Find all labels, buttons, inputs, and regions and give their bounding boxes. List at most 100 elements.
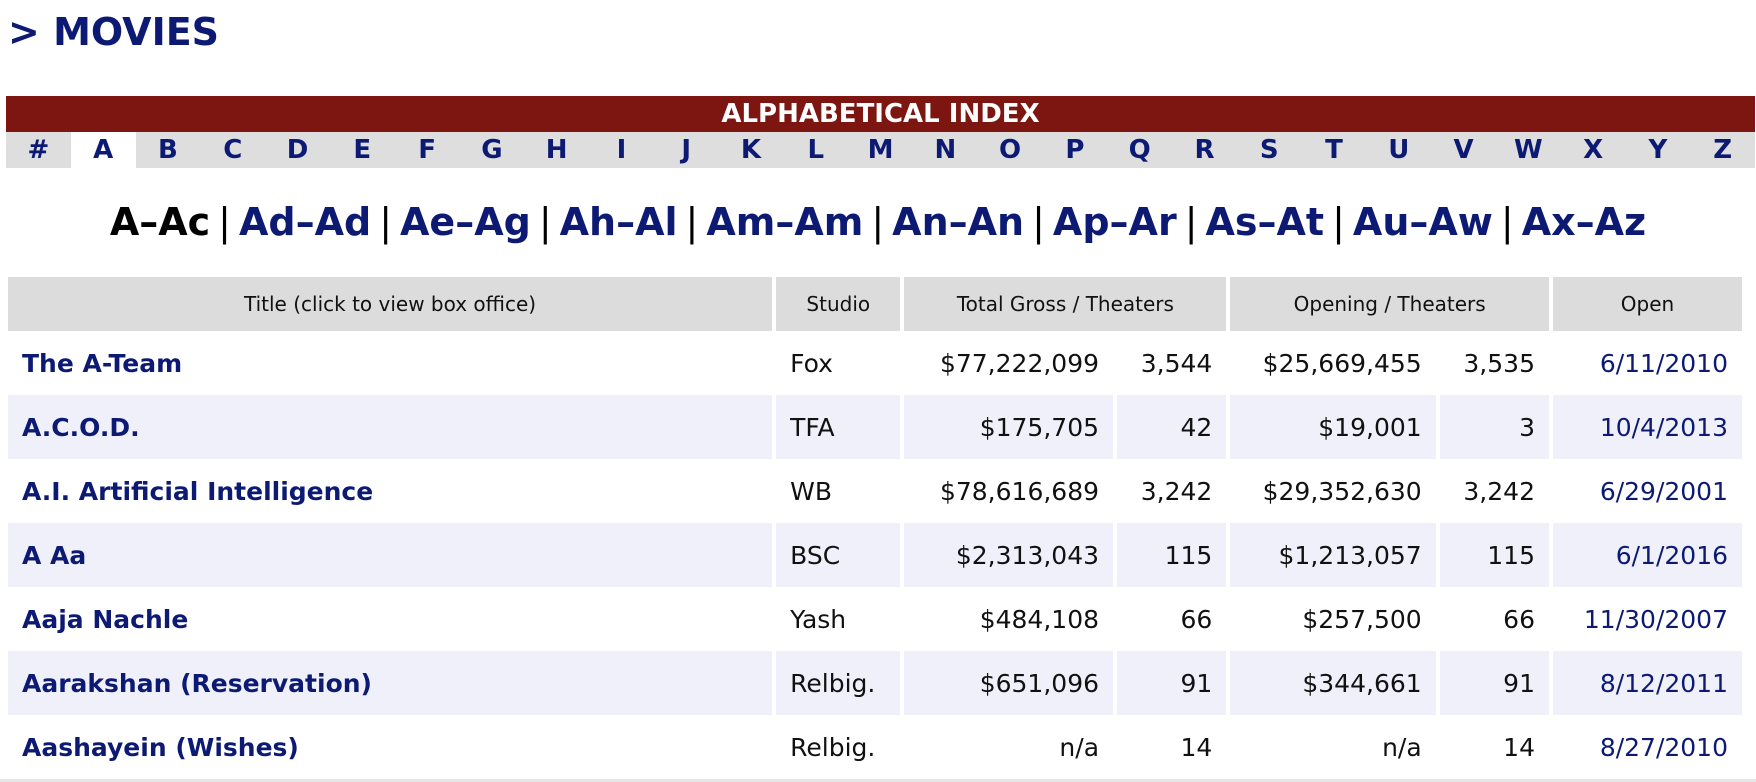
- subrange-link[interactable]: Au–Aw: [1352, 200, 1493, 244]
- subrange-link[interactable]: Ad–Ad: [238, 200, 372, 244]
- subrange-link[interactable]: Ap–Ar: [1052, 200, 1177, 244]
- total-gross-cell: $78,616,689: [939, 476, 1100, 506]
- letter-tab-e[interactable]: E: [353, 135, 372, 165]
- subrange-separator: |: [218, 200, 231, 244]
- movie-title-link[interactable]: The A-Team: [22, 348, 183, 378]
- opening-theaters-cell: 115: [1439, 523, 1549, 587]
- total-theaters-cell: 3,544: [1140, 348, 1213, 378]
- letter-tab-f[interactable]: F: [418, 135, 436, 165]
- total-gross-cell: $651,096: [904, 651, 1114, 715]
- opening-gross-cell: $25,669,455: [1262, 348, 1422, 378]
- header-opening[interactable]: Opening / Theaters: [1230, 277, 1549, 331]
- total-gross-cell: $484,108: [979, 604, 1100, 634]
- table-row: A.I. Artificial Intelligence WB $78,616,68…: [8, 459, 1742, 523]
- open-date-link[interactable]: 11/30/2007: [1583, 604, 1728, 634]
- subrange-link: A–Ac: [109, 200, 211, 244]
- opening-gross-cell: n/a: [1382, 732, 1422, 762]
- open-date-link[interactable]: 10/4/2013: [1552, 395, 1742, 459]
- alphabetical-index: ALPHABETICAL INDEX # A B C D E F G H I J K L M N O P Q R S T…: [6, 96, 1755, 168]
- letter-tab-t[interactable]: T: [1325, 135, 1343, 165]
- table-row: A.C.O.D. TFA $175,705 42 $19,001 3 10/4/2013: [8, 395, 1742, 459]
- open-date-link[interactable]: 6/29/2001: [1599, 476, 1728, 506]
- subrange-link[interactable]: Ae–Ag: [400, 200, 531, 244]
- letter-tab-a[interactable]: A: [70, 132, 136, 168]
- open-date-link[interactable]: 8/12/2011: [1552, 651, 1742, 715]
- opening-gross-cell: $344,661: [1230, 651, 1436, 715]
- page-title: > MOVIES: [8, 10, 220, 54]
- opening-theaters-cell: 3,242: [1463, 476, 1535, 506]
- letter-tab-m[interactable]: M: [867, 135, 894, 165]
- open-date-link[interactable]: 8/27/2010: [1599, 732, 1728, 762]
- subrange-separator: |: [379, 200, 393, 244]
- total-gross-cell: $2,313,043: [904, 523, 1114, 587]
- letter-tab-x[interactable]: X: [1583, 135, 1604, 165]
- letter-tab-b[interactable]: B: [158, 135, 178, 165]
- movies-table: Title (click to view box office) Studio …: [4, 277, 1746, 779]
- letter-tab-s[interactable]: S: [1259, 135, 1279, 165]
- open-date-link[interactable]: 6/1/2016: [1552, 523, 1742, 587]
- table-row: Aashayein (Wishes) Relbig. n/a 14 n/a 14 8/27/…: [8, 715, 1742, 779]
- table-row: A Aa BSC $2,313,043 115 $1,213,057 115 6/1/201…: [8, 523, 1742, 587]
- letter-tab-c[interactable]: C: [223, 135, 243, 165]
- movie-title-link[interactable]: Aashayein (Wishes): [22, 732, 299, 762]
- total-theaters-cell: 14: [1180, 732, 1213, 762]
- subrange-link[interactable]: As–At: [1205, 200, 1325, 244]
- opening-gross-cell: $29,352,630: [1262, 476, 1422, 506]
- total-theaters-cell: 42: [1117, 395, 1227, 459]
- letter-tab-hash[interactable]: #: [27, 135, 50, 165]
- subrange-separator: |: [1184, 200, 1198, 244]
- letter-tab-r[interactable]: R: [1194, 135, 1215, 165]
- opening-theaters-cell: 3: [1439, 395, 1549, 459]
- letter-tab-l[interactable]: L: [807, 135, 825, 165]
- open-date-link[interactable]: 6/11/2010: [1599, 348, 1728, 378]
- studio-cell: Relbig.: [776, 651, 901, 715]
- letter-tab-v[interactable]: V: [1453, 135, 1474, 165]
- subrange-link[interactable]: Ah–Al: [559, 200, 678, 244]
- total-gross-cell: $175,705: [904, 395, 1114, 459]
- subrange-separator: |: [1500, 200, 1514, 244]
- letter-tab-y[interactable]: Y: [1648, 135, 1668, 165]
- subrange-link[interactable]: Ax–Az: [1521, 200, 1647, 244]
- letter-tab-g[interactable]: G: [481, 135, 503, 165]
- letter-tab-z[interactable]: Z: [1713, 135, 1733, 165]
- total-theaters-cell: 115: [1117, 523, 1227, 587]
- letter-tab-k[interactable]: K: [740, 135, 762, 165]
- header-studio[interactable]: Studio: [776, 277, 901, 331]
- studio-cell: BSC: [776, 523, 901, 587]
- letter-tab-u[interactable]: U: [1388, 135, 1410, 165]
- subrange-separator: |: [538, 200, 552, 244]
- letter-tab-n[interactable]: N: [934, 135, 957, 165]
- letter-tab-h[interactable]: H: [545, 135, 568, 165]
- total-theaters-cell: 3,242: [1140, 476, 1213, 506]
- total-gross-cell: $77,222,099: [939, 348, 1100, 378]
- header-total-gross[interactable]: Total Gross / Theaters: [904, 277, 1227, 331]
- movie-title-link[interactable]: A.C.O.D.: [8, 395, 773, 459]
- subrange-separator: |: [1032, 200, 1045, 244]
- letter-tab-p[interactable]: P: [1065, 135, 1085, 165]
- subrange-link[interactable]: Am–Am: [706, 200, 864, 244]
- table-row: The A-Team Fox $77,222,099 3,544 $25,669,455…: [8, 331, 1742, 395]
- movie-title-link[interactable]: Aaja Nachle: [22, 604, 189, 634]
- subrange-separator: |: [871, 200, 885, 244]
- total-theaters-cell: 66: [1180, 604, 1213, 634]
- table-row: Aarakshan (Reservation) Relbig. $651,096 91…: [8, 651, 1742, 715]
- subrange-link[interactable]: An–An: [892, 200, 1025, 244]
- bottom-divider: [0, 779, 1756, 782]
- movie-title-link[interactable]: A.I. Artificial Intelligence: [22, 476, 374, 506]
- subrange-nav: A–Ac | Ad–Ad | Ae–Ag | Ah–Al | Am–Am | An–An | Ap–Ar…: [0, 196, 1756, 248]
- studio-cell: Relbig.: [790, 732, 876, 762]
- opening-gross-cell: $19,001: [1230, 395, 1436, 459]
- header-open[interactable]: Open: [1552, 277, 1742, 331]
- letter-tab-w[interactable]: W: [1514, 135, 1543, 165]
- subrange-separator: |: [1332, 200, 1345, 244]
- letter-tab-i[interactable]: I: [616, 135, 627, 165]
- header-title[interactable]: Title (click to view box office): [8, 277, 773, 331]
- movie-title-link[interactable]: Aarakshan (Reservation): [8, 651, 773, 715]
- opening-gross-cell: $257,500: [1302, 604, 1422, 634]
- letter-tab-j[interactable]: J: [681, 135, 692, 165]
- movie-title-link[interactable]: A Aa: [8, 523, 773, 587]
- letter-tab-d[interactable]: D: [286, 135, 309, 165]
- letter-tab-q[interactable]: Q: [1128, 135, 1151, 165]
- letter-tab-o[interactable]: O: [999, 135, 1022, 165]
- index-header: ALPHABETICAL INDEX: [6, 96, 1755, 132]
